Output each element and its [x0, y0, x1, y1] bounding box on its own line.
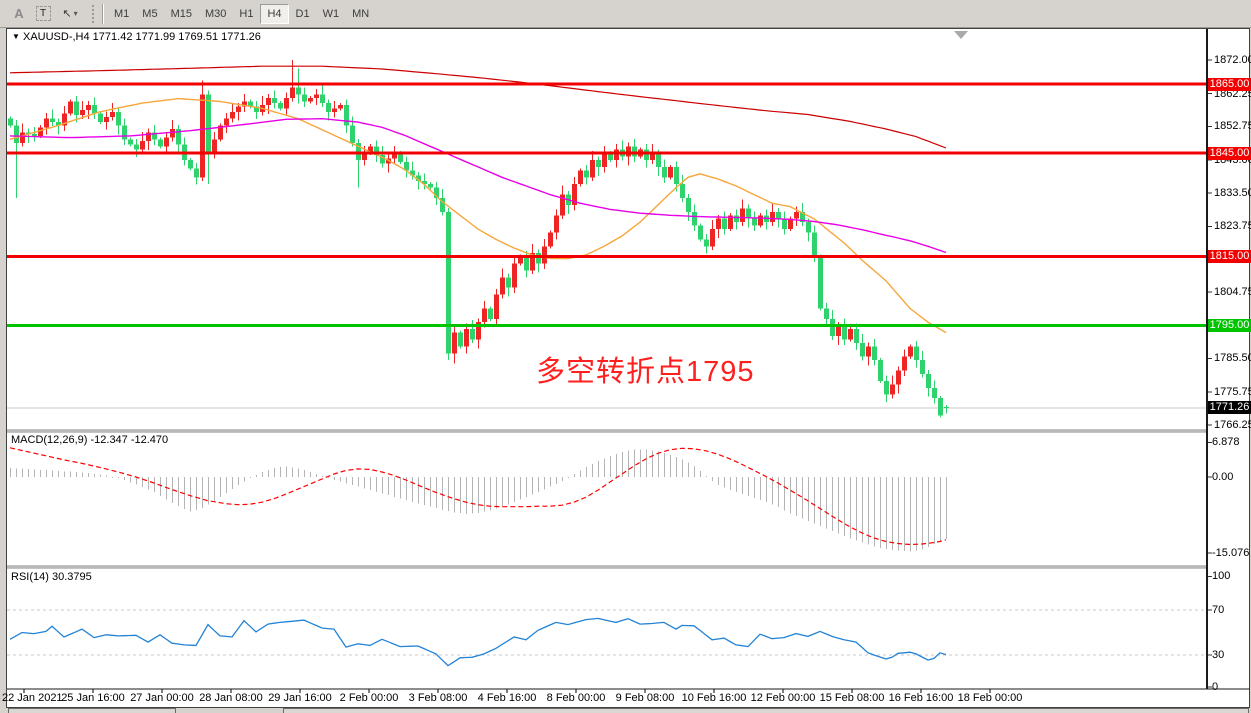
- date-axis-label: 15 Feb 08:00: [819, 692, 885, 704]
- symbol-dropdown-icon[interactable]: ▼: [12, 32, 20, 41]
- timeframe-button-m1[interactable]: M1: [114, 7, 130, 20]
- price-axis-tick: 1785.50: [1214, 352, 1251, 365]
- timeframe-button-group: M1 M5 M15 M30 H1 H4 D1 W1 MN: [108, 3, 376, 24]
- date-axis-label: 29 Jan 16:00: [268, 692, 332, 704]
- toolbar-separator: [102, 3, 104, 24]
- text-box-icon: T: [35, 6, 51, 21]
- chart-shift-marker-icon[interactable]: [954, 31, 968, 39]
- text-label-tool-button[interactable]: A: [14, 6, 24, 21]
- symbol-timeframe-label: XAUUSD-,H4: [22, 31, 90, 43]
- date-axis-label: 18 Feb 00:00: [957, 692, 1023, 704]
- price-level-badge[interactable]: 1815.00: [1208, 250, 1251, 264]
- date-axis-label: 4 Feb 16:00: [477, 692, 537, 704]
- price-level-badge[interactable]: 1865.00: [1208, 77, 1251, 91]
- toolbar: A T ↖ ▾ M1 M5 M15 M30 H1 H4 D1 W1 MN: [0, 0, 1251, 28]
- timeframe-button-m15[interactable]: M15: [170, 7, 192, 20]
- price-axis-tick: 1766.25: [1214, 418, 1251, 431]
- timeframe-button-m5[interactable]: M5: [142, 7, 158, 20]
- rsi-axis-tick: 70: [1212, 604, 1225, 616]
- macd-values: -12.347 -12.470: [90, 434, 169, 446]
- timeframe-button-h1[interactable]: H1: [239, 7, 254, 20]
- macd-axis-tick: 0.00: [1212, 471, 1234, 483]
- price-level-badge[interactable]: 1845.00: [1208, 146, 1251, 160]
- rsi-axis-tick: 100: [1212, 570, 1231, 583]
- rsi-axis-tick: 0: [1212, 681, 1219, 693]
- rsi-label: RSI(14) 30.3795: [11, 571, 92, 583]
- date-axis-label: 25 Jan 16:00: [61, 692, 125, 704]
- chart-tab[interactable]: [8, 708, 176, 713]
- date-axis-label: 8 Feb 00:00: [546, 692, 606, 704]
- date-axis-label: 10 Feb 16:00: [681, 692, 747, 704]
- chart-text-annotation[interactable]: 多空转折点1795: [536, 356, 755, 388]
- price-axis-tick: 1804.75: [1214, 286, 1251, 298]
- timeframe-button-m30[interactable]: M30: [204, 7, 227, 20]
- timeframe-button-w1[interactable]: W1: [322, 7, 340, 20]
- date-axis-label: 2 Feb 00:00: [339, 692, 399, 704]
- timeframe-button-mn[interactable]: MN: [352, 7, 370, 20]
- toolbar-grip[interactable]: [92, 4, 98, 23]
- date-axis-label: 16 Feb 16:00: [888, 692, 954, 704]
- timeframe-button-h4[interactable]: H4: [260, 3, 289, 24]
- rsi-axis-tick: 30: [1212, 649, 1225, 661]
- arrow-icon: ↖: [62, 8, 72, 20]
- date-axis-label: 12 Feb 00:00: [750, 692, 816, 704]
- price-axis-tick: 1872.00: [1214, 54, 1251, 66]
- price-axis-tick: 1823.75: [1214, 220, 1251, 233]
- chevron-down-icon: ▾: [73, 9, 78, 18]
- date-axis-label: 9 Feb 08:00: [615, 692, 675, 704]
- macd-axis-tick: -15.076: [1212, 546, 1250, 559]
- rsi-value: 30.3795: [51, 571, 92, 583]
- bottom-tab-strip: [0, 708, 1251, 713]
- arrow-tool-button[interactable]: ↖ ▾: [56, 4, 84, 24]
- text-box-tool-button[interactable]: T: [32, 4, 54, 24]
- price-level-badge: 1771.26: [1208, 401, 1251, 415]
- date-axis-label: 28 Jan 08:00: [199, 692, 263, 704]
- date-axis-label: 22 Jan 2021: [2, 692, 63, 704]
- macd-label: MACD(12,26,9) -12.347 -12.470: [11, 434, 169, 446]
- chart-title: ▼ XAUUSD-,H4 1771.42 1771.99 1769.51 177…: [12, 31, 261, 43]
- timeframe-button-d1[interactable]: D1: [295, 7, 310, 20]
- chart-tab[interactable]: [283, 708, 1249, 713]
- price-axis-tick: 1775.75: [1214, 386, 1251, 399]
- date-axis-label: 3 Feb 08:00: [408, 692, 468, 704]
- date-axis-label: 27 Jan 00:00: [130, 692, 194, 704]
- price-axis-tick: 1833.50: [1214, 186, 1251, 199]
- price-axis-tick: 1852.75: [1214, 120, 1251, 133]
- ohlc-values: 1771.42 1771.99 1769.51 1771.26: [92, 31, 261, 43]
- macd-axis-tick: 6.878: [1212, 436, 1240, 449]
- price-level-badge[interactable]: 1795.00: [1208, 319, 1251, 333]
